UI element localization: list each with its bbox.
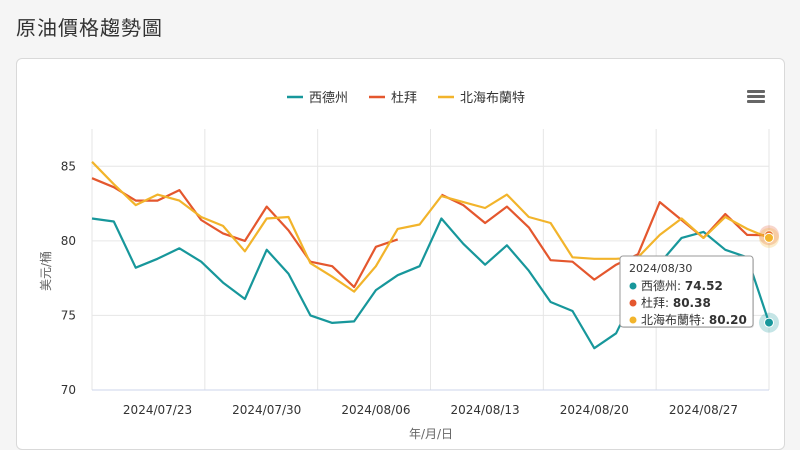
y-tick-label: 70 <box>61 383 76 397</box>
y-axis-title: 美元/桶 <box>38 251 53 291</box>
y-tick-label: 80 <box>61 234 76 248</box>
legend-label: 北海布蘭特 <box>460 90 525 106</box>
x-tick-label: 2024/07/30 <box>232 403 301 417</box>
legend-label: 西德州 <box>309 91 348 106</box>
legend-item-2[interactable]: 北海布蘭特 <box>438 90 525 106</box>
x-tick-label: 2024/07/23 <box>123 403 192 417</box>
x-tick-label: 2024/08/27 <box>669 403 738 417</box>
x-tick-label: 2024/08/06 <box>341 403 410 417</box>
tooltip-row: 杜拜: 80.38 <box>641 295 711 310</box>
x-tick-label: 2024/08/20 <box>560 403 629 417</box>
tooltip-date: 2024/08/30 <box>629 262 692 275</box>
tooltip-marker <box>629 316 637 324</box>
page-title: 原油價格趨勢圖 <box>16 16 163 40</box>
hover-tooltip: 2024/08/30 西德州: 74.52 杜拜: 80.38 北海布蘭特: 80.2… <box>619 255 754 328</box>
x-axis-title: 年/月/日 <box>409 427 453 441</box>
menu-icon[interactable] <box>747 90 765 103</box>
legend-item-1[interactable]: 杜拜 <box>369 91 417 106</box>
series-line-2[interactable] <box>91 161 770 293</box>
tooltip-row: 西德州: 74.52 <box>641 278 723 293</box>
oil-price-chart: 70 75 80 85 2024/07/23 2024/07/30 2024/08/06 2… <box>38 90 779 441</box>
x-tick-label: 2024/08/13 <box>451 403 520 417</box>
y-tick-label: 85 <box>61 159 76 173</box>
legend-item-0[interactable]: 西德州 <box>287 91 348 106</box>
hover-point[interactable] <box>764 317 774 328</box>
tooltip-row: 北海布蘭特: 80.20 <box>641 312 747 327</box>
y-tick-label: 75 <box>61 308 76 322</box>
tooltip-box <box>619 255 754 328</box>
tooltip-marker <box>629 299 637 307</box>
legend-label: 杜拜 <box>391 91 417 106</box>
tooltip-marker <box>629 282 637 290</box>
hover-point[interactable] <box>764 232 774 243</box>
chart-card: 70 75 80 85 2024/07/23 2024/07/30 2024/08/06 2… <box>16 58 785 450</box>
